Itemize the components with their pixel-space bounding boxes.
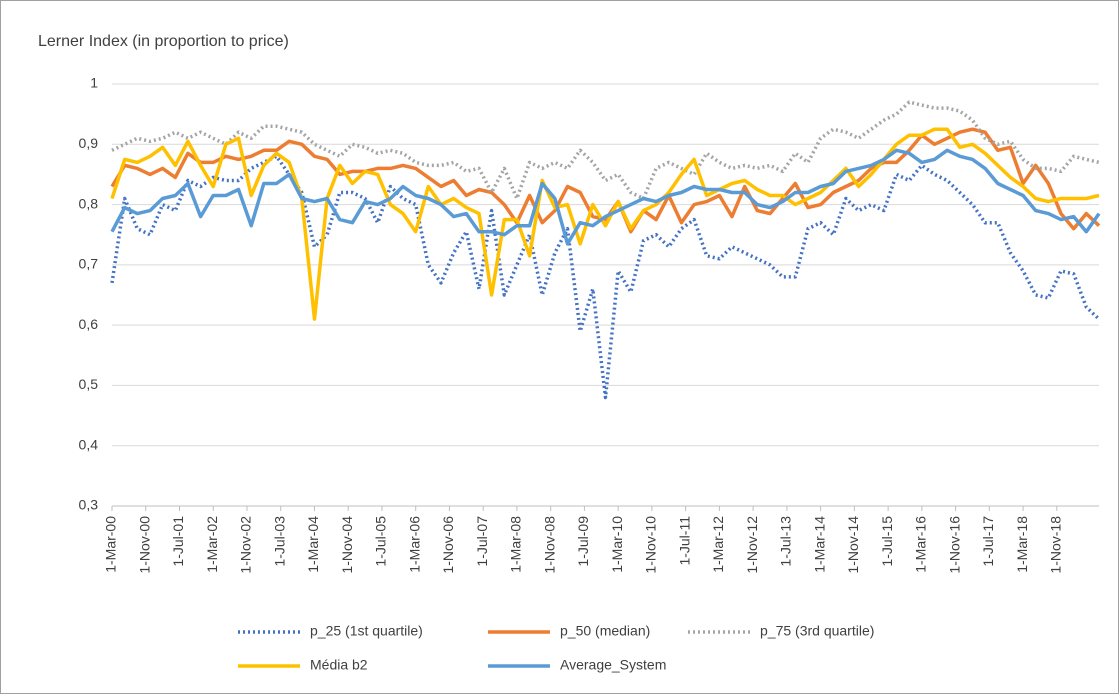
legend-label: p_25 (1st quartile) xyxy=(310,623,423,639)
series-line xyxy=(110,154,1101,400)
x-tick-label: 1-Jul-11 xyxy=(676,516,692,566)
legend-label: p_50 (median) xyxy=(560,623,650,639)
x-tick-label: 1-Mar-02 xyxy=(204,516,220,573)
x-tick-label: 1-Jul-01 xyxy=(170,516,186,567)
x-tick-label: 1-Nov-06 xyxy=(440,516,456,574)
x-tick-label: 1-Jul-07 xyxy=(474,516,490,567)
x-tick-label: 1-Nov-00 xyxy=(136,516,152,574)
y-tick-label: 1 xyxy=(90,75,98,91)
y-tick-label: 0,8 xyxy=(79,195,99,211)
y-tick-label: 0,7 xyxy=(79,256,99,272)
x-tick-label: 1-Jul-17 xyxy=(980,516,996,567)
x-tick-label: 1-Mar-14 xyxy=(811,516,827,573)
x-tick-label: 1-Jul-15 xyxy=(879,516,895,567)
x-tick-label: 1-Jul-03 xyxy=(271,516,287,567)
series-line xyxy=(110,148,1101,246)
x-tick-label: 1-Mar-12 xyxy=(710,516,726,573)
y-tick-label: 0,5 xyxy=(79,376,99,392)
x-tick-label: 1-Mar-00 xyxy=(103,516,119,573)
y-tick-label: 0,4 xyxy=(79,436,99,452)
y-tick-label: 0,6 xyxy=(79,316,99,332)
y-tick-label: 0,9 xyxy=(79,135,99,151)
chart-title: Lerner Index (in proportion to price) xyxy=(38,33,289,50)
series-line xyxy=(110,127,1101,234)
y-tick-label: 0,3 xyxy=(79,497,99,513)
legend-label: Average_System xyxy=(560,657,666,673)
x-tick-label: 1-Mar-08 xyxy=(508,516,524,573)
x-tick-label: 1-Jul-09 xyxy=(575,516,591,567)
x-tick-label: 1-Nov-18 xyxy=(1048,516,1064,574)
x-tick-label: 1-Mar-18 xyxy=(1014,516,1030,573)
x-tick-label: 1-Nov-10 xyxy=(643,516,659,574)
x-tick-label: 1-Jul-13 xyxy=(778,516,794,567)
x-tick-label: 1-Nov-02 xyxy=(238,516,254,574)
x-tick-label: 1-Nov-16 xyxy=(946,516,962,574)
x-tick-label: 1-Nov-12 xyxy=(744,516,760,574)
x-tick-label: 1-Mar-04 xyxy=(305,516,321,573)
legend-label: p_75 (3rd quartile) xyxy=(760,623,874,639)
x-tick-label: 1-Mar-16 xyxy=(913,516,929,573)
x-tick-label: 1-Jul-05 xyxy=(373,516,389,567)
series-line xyxy=(110,127,1100,321)
x-tick-label: 1-Mar-06 xyxy=(406,516,422,573)
legend-label: Média b2 xyxy=(310,657,368,673)
series-line xyxy=(111,100,1100,201)
x-tick-label: 1-Nov-14 xyxy=(845,516,861,574)
x-tick-label: 1-Mar-10 xyxy=(609,516,625,573)
x-tick-label: 1-Nov-04 xyxy=(339,516,355,574)
x-tick-label: 1-Nov-08 xyxy=(541,516,557,574)
